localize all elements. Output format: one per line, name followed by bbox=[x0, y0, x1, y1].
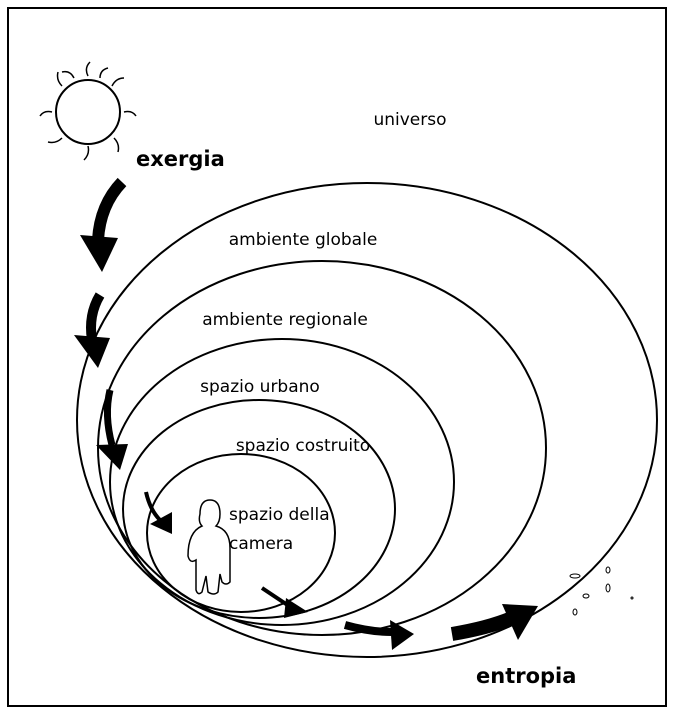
sun bbox=[39, 61, 137, 161]
person bbox=[187, 499, 231, 595]
label-exergy: exergia bbox=[136, 147, 225, 171]
label-universe: universo bbox=[373, 110, 446, 130]
label-regional: ambiente regionale bbox=[202, 310, 368, 330]
label-room: camera bbox=[229, 534, 293, 554]
label-entropy: entropia bbox=[476, 664, 576, 688]
label-global: ambiente globale bbox=[229, 230, 378, 250]
frame bbox=[7, 7, 667, 707]
exergy-arrows bbox=[74, 177, 172, 534]
label-urban: spazio urbano bbox=[200, 377, 320, 397]
rings bbox=[76, 182, 658, 658]
label-built: spazio costruito bbox=[236, 436, 370, 456]
particles bbox=[569, 566, 634, 616]
entropy-arrows bbox=[260, 586, 538, 650]
label-room: spazio della bbox=[229, 505, 330, 525]
